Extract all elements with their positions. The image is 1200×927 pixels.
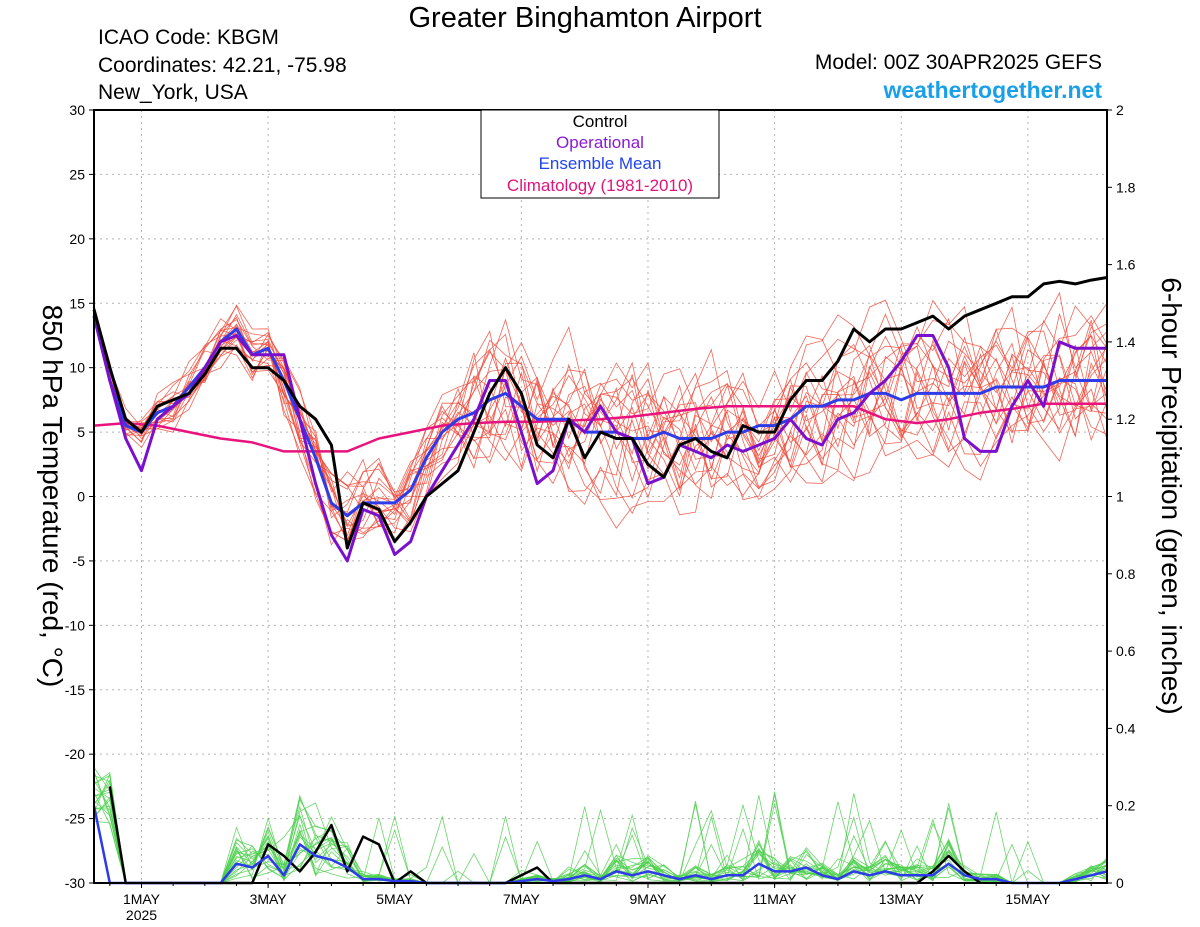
y-left-tick-label: -20 xyxy=(65,746,85,762)
y-right-tick-label: 1.2 xyxy=(1116,411,1136,427)
y-left-tick-label: -5 xyxy=(73,553,86,569)
legend-box xyxy=(480,109,720,199)
y-left-tick-label: -30 xyxy=(65,875,85,891)
y-right-tick-label: 0.4 xyxy=(1116,720,1136,736)
operational-line xyxy=(92,315,1107,563)
x-tick-label: 11MAY xyxy=(753,891,797,907)
y-left-tick-label: 0 xyxy=(77,489,85,505)
site-name: weathertogether.net xyxy=(883,77,1102,103)
location: New_York, USA xyxy=(98,81,248,104)
x-tick-label: 3MAY xyxy=(250,891,288,907)
y-left-tick-label: -25 xyxy=(65,811,85,827)
chart-title: Greater Binghamton Airport xyxy=(408,2,762,34)
y-right-tick-label: 1 xyxy=(1116,489,1124,505)
y-right-tick-label: 1.4 xyxy=(1116,334,1136,350)
precip-mean-line xyxy=(92,805,1108,885)
y-right-tick-label: 1.8 xyxy=(1116,179,1136,195)
y-left-tick-label: 15 xyxy=(69,295,85,311)
y-right-tick-label: 1.6 xyxy=(1116,257,1136,273)
legend-ensemble-mean: Ensemble Mean xyxy=(539,154,662,173)
x-tick-sublabel: 2025 xyxy=(126,907,157,923)
x-tick-label: 7MAY xyxy=(503,891,541,907)
temp-member-line xyxy=(93,309,1108,542)
y-right-tick-label: 0 xyxy=(1116,875,1124,891)
x-tick-label: 13MAY xyxy=(879,891,925,907)
x-tick-label: 15MAY xyxy=(1005,891,1051,907)
legend: Control Operational Ensemble Mean Climat… xyxy=(480,109,720,199)
x-tick-label: 9MAY xyxy=(629,891,667,907)
y-left-tick-label: -10 xyxy=(65,617,85,633)
axes: 302520151050-5-10-15-20-25-3021.81.61.41… xyxy=(65,102,1136,923)
y-left-tick-label: 10 xyxy=(69,360,85,376)
y-right-tick-label: 0.8 xyxy=(1116,566,1136,582)
y-left-tick-label: 20 xyxy=(69,231,85,247)
climatology-line xyxy=(93,402,1107,453)
precip-member-line xyxy=(93,799,1108,884)
temp-member-line xyxy=(93,307,1108,527)
main-series xyxy=(92,276,1108,885)
coordinates: Coordinates: 42.21, -75.98 xyxy=(98,54,347,77)
model-run: Model: 00Z 30APR2025 GEFS xyxy=(814,51,1102,74)
y-right-tick-label: 0.2 xyxy=(1116,798,1136,814)
y-right-tick-label: 2 xyxy=(1116,102,1124,118)
grid-lines xyxy=(94,110,1107,883)
temp-member-line xyxy=(93,311,1108,521)
y-right-tick-label: 0.6 xyxy=(1116,643,1136,659)
precip-member-line xyxy=(93,779,1108,884)
temp-member-line xyxy=(93,306,1108,500)
legend-climatology: Climatology (1981-2010) xyxy=(507,176,693,195)
temp-member-line xyxy=(93,311,1108,529)
x-tick-label: 1MAY xyxy=(123,891,161,907)
y-left-tick-label: 25 xyxy=(69,166,85,182)
icao-code: ICAO Code: KBGM xyxy=(98,26,279,49)
precip-member-line xyxy=(93,800,1108,884)
y-left-tick-label: 30 xyxy=(69,102,85,118)
temp-member-line xyxy=(93,309,1108,542)
y-left-tick-label: 5 xyxy=(77,424,85,440)
y-axis-left-label: 850 hPa Temperature (red, °C) xyxy=(37,305,68,688)
precip-member-line xyxy=(93,788,1108,884)
legend-operational: Operational xyxy=(556,133,644,152)
ensemble-members xyxy=(93,291,1108,884)
y-axis-right-label: 6-hour Precipitation (green, inches) xyxy=(1156,277,1187,714)
y-left-tick-label: -15 xyxy=(65,682,85,698)
temp-member-line xyxy=(93,299,1108,544)
x-tick-label: 5MAY xyxy=(376,891,414,907)
legend-control: Control xyxy=(573,112,628,131)
control-line xyxy=(92,276,1108,550)
